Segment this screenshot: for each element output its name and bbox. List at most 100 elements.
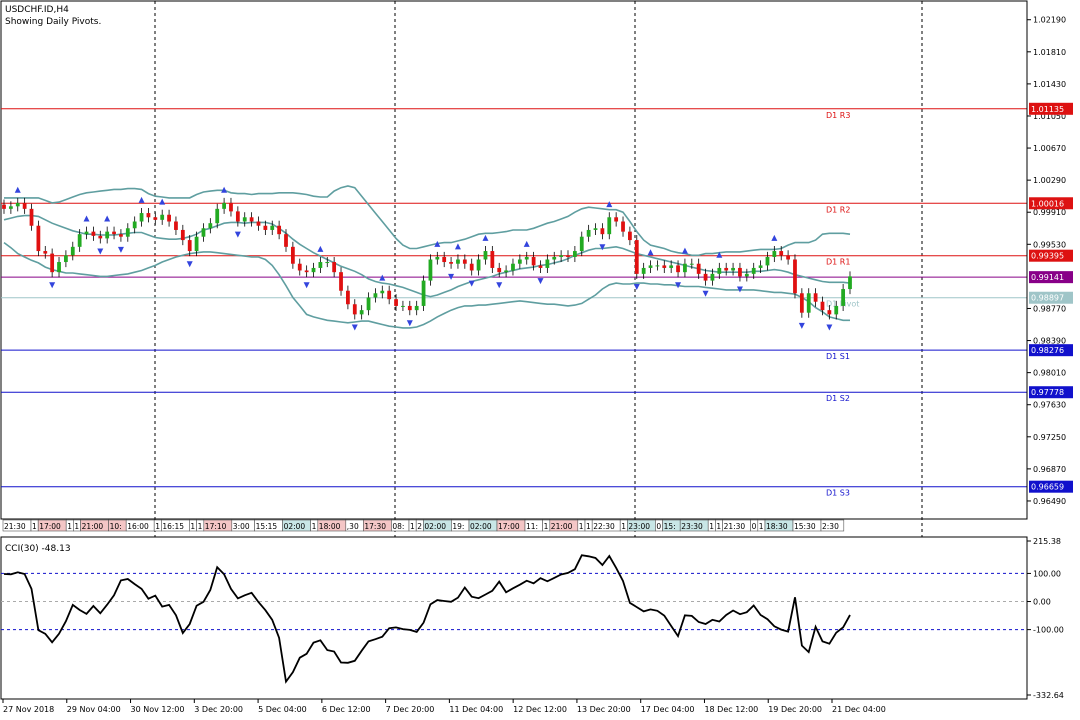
session-cell-label: 1 (32, 522, 37, 531)
subtitle: Showing Daily Pivots. (5, 17, 101, 27)
candle-body (194, 236, 199, 252)
candle-body (284, 234, 288, 247)
candle-body (490, 251, 495, 268)
candle-body (765, 256, 770, 266)
session-cell-label: 15:30 (794, 522, 816, 531)
candle-body (449, 262, 453, 264)
session-cell-label: 15:15 (256, 522, 278, 531)
fractal-up-marker (221, 186, 228, 193)
fractal-up-marker (83, 215, 90, 222)
price-axis-label: 0.99530 (1033, 240, 1066, 249)
candle-body (841, 289, 846, 306)
session-cell-label: 1 (709, 522, 714, 531)
session-cell-label: 1 (155, 522, 160, 531)
price-axis-label: 0.98390 (1033, 337, 1066, 346)
fractal-up-marker (434, 240, 441, 247)
fractal-down-marker (496, 282, 503, 289)
cci-series-line (3, 554, 851, 684)
candle-body (235, 211, 240, 222)
session-cell-label: 1 (410, 522, 415, 531)
candle-body (359, 310, 364, 315)
session-cell-label: 16:00 (127, 522, 149, 531)
candle-body (304, 270, 309, 273)
candle-body (70, 246, 75, 256)
candle-body (744, 273, 749, 277)
fractal-down-marker (303, 282, 310, 289)
fractal-up-marker (454, 243, 461, 250)
fractal-up-marker (482, 234, 489, 241)
fractal-down-marker (736, 286, 743, 293)
candle-body (215, 208, 220, 224)
fractal-down-marker (798, 322, 805, 329)
candle-body (504, 270, 508, 273)
fractal-down-marker (234, 231, 241, 238)
candle-body (57, 262, 61, 273)
candle-body (524, 256, 529, 260)
candle-body (469, 263, 474, 271)
candle-body (600, 228, 605, 235)
candle-body (249, 217, 254, 222)
fractal-up-marker (681, 247, 688, 254)
session-cell-label: 21:00 (82, 522, 104, 531)
price-axis-label: 1.02190 (1033, 16, 1066, 25)
fractal-down-marker (186, 261, 193, 268)
cci-axis-label: 100.00 (1033, 569, 1061, 578)
candle-body (339, 272, 343, 291)
candle-body (256, 221, 261, 226)
candle-body (119, 234, 123, 237)
price-axis-label: 1.01050 (1033, 112, 1066, 121)
candle-body (628, 231, 632, 241)
candle-body (29, 208, 34, 226)
cci-panel[interactable]: 215.38 100.00 0.00 -100.00 -332.64 CCI(30) -… (0, 536, 1064, 700)
pivot-price-tag-label: 0.98897 (1031, 294, 1064, 303)
candle-body (112, 231, 116, 235)
session-cell-label: 23:30 (681, 522, 703, 531)
candle-body (579, 236, 584, 252)
candle-body (84, 231, 89, 235)
current-price-tag (1029, 271, 1073, 284)
pivot-price-tag (1029, 386, 1073, 399)
pivot-price-tag-label: 0.99395 (1031, 252, 1064, 261)
cci-axis-label: 215.38 (1033, 537, 1061, 546)
session-cell-label: 16:15 (162, 522, 184, 531)
candle-body (511, 263, 515, 271)
session-cell-label: 23:00 (628, 522, 650, 531)
cci-axis-label: -332.64 (1033, 691, 1064, 700)
time-axis: 27 Nov 2018 29 Nov 04:00 30 Nov 12:00 3 Dec… (1, 698, 1027, 714)
candle-body (105, 231, 110, 239)
session-cell-label: 19: (452, 522, 464, 531)
pivot-price-tag-label: 0.98276 (1031, 346, 1064, 355)
price-axis-label: 1.01810 (1033, 48, 1066, 57)
fractal-up-marker (771, 234, 778, 241)
candle-body (531, 256, 536, 266)
candle-body (813, 293, 818, 302)
session-cell-label: 02:00 (470, 522, 492, 531)
candle-body (43, 251, 48, 254)
candle-body (36, 225, 41, 252)
session-cell-label: 2 (417, 522, 422, 531)
session-cell-label: 17:00 (39, 522, 61, 531)
candle-body (793, 259, 797, 294)
candle-body (208, 223, 213, 229)
time-axis-label: 29 Nov 04:00 (67, 705, 121, 714)
candle-body (772, 251, 777, 257)
time-axis-label: 18 Dec 12:00 (704, 705, 758, 714)
candle-body (655, 265, 660, 267)
candle-body (799, 293, 804, 313)
candle-body (2, 204, 6, 209)
fractal-down-marker (448, 273, 455, 280)
session-cell-label: 0 (656, 522, 661, 531)
candle-body (380, 290, 385, 294)
session-cell-label: 1 (190, 522, 195, 531)
candle-body (689, 263, 694, 265)
candle-body (160, 214, 165, 220)
price-tags: 1.01135 1.00016 0.99395 0.98897 0.98276 0.977… (1029, 102, 1073, 493)
candle-body (662, 265, 667, 268)
candle-body (442, 256, 447, 263)
candle-body (786, 255, 790, 260)
candle-body (456, 259, 460, 264)
time-axis-label: 13 Dec 20:00 (577, 705, 631, 714)
